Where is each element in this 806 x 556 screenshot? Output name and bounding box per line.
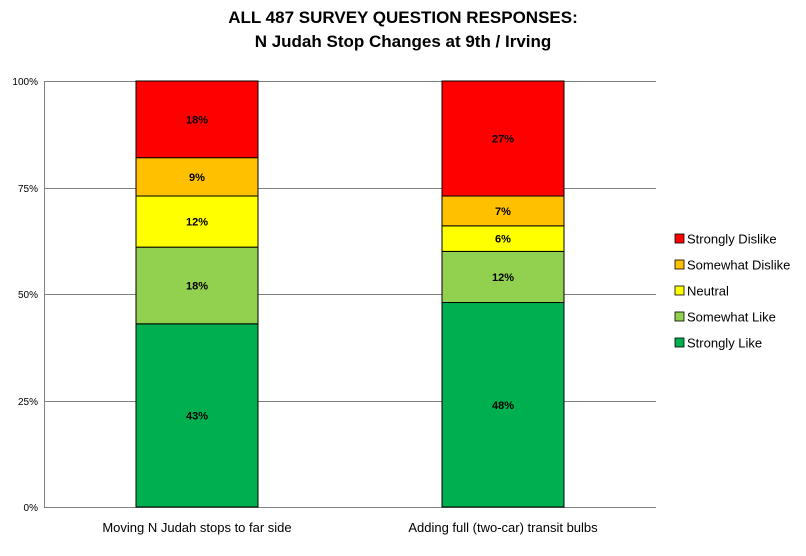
legend-swatch: [674, 337, 685, 348]
bar-segment: [441, 302, 565, 508]
y-tick-label: 25%: [18, 397, 38, 408]
data-label: 7%: [495, 206, 511, 218]
bar-segment: [135, 195, 259, 248]
legend-swatch: [674, 285, 685, 296]
y-tick-label: 0%: [24, 503, 39, 514]
y-tick-label: 75%: [18, 184, 38, 195]
data-label: 12%: [492, 272, 514, 284]
legend-swatch: [674, 311, 685, 322]
legend-label: Strongly Like: [687, 336, 762, 351]
legend-swatch: [674, 259, 685, 270]
bar-segment: [135, 80, 259, 159]
chart-subtitle: N Judah Stop Changes at 9th / Irving: [254, 32, 552, 51]
legend-swatch: [674, 233, 685, 244]
data-label: 9%: [189, 172, 205, 184]
x-tick-label: Adding full (two-car) transit bulbs: [408, 520, 598, 535]
legend-label: Neutral: [687, 284, 729, 299]
bar-segment: [135, 323, 259, 508]
chart-title-block: ALL 487 SURVEY QUESTION RESPONSES: N Jud…: [0, 6, 806, 54]
x-tick-label: Moving N Judah stops to far side: [102, 520, 291, 535]
chart-title: ALL 487 SURVEY QUESTION RESPONSES:: [228, 8, 578, 27]
bar-segment: [441, 80, 565, 197]
data-label: 18%: [186, 114, 208, 126]
data-label: 18%: [186, 280, 208, 292]
bar-segment: [441, 195, 565, 227]
bars: [135, 80, 565, 508]
y-tick-label: 100%: [12, 77, 38, 88]
data-label: 27%: [492, 134, 514, 146]
data-label: 48%: [492, 400, 514, 412]
bar-segment: [135, 246, 259, 325]
data-labels: 43% 18% 12% 9% 18% 48% 12% 6% 7% 27%: [186, 114, 514, 422]
data-label: 43%: [186, 410, 208, 422]
data-label: 12%: [186, 217, 208, 229]
bar-segment: [441, 250, 565, 304]
bar-segment: [441, 225, 565, 252]
data-label: 6%: [495, 234, 511, 246]
legend: Strongly Dislike Somewhat Dislike Neutral S…: [674, 232, 790, 351]
legend-label: Somewhat Like: [687, 310, 776, 325]
legend-label: Somewhat Dislike: [687, 258, 790, 273]
y-tick-label: 50%: [18, 290, 38, 301]
bar-segment: [135, 157, 259, 197]
legend-label: Strongly Dislike: [687, 232, 777, 247]
